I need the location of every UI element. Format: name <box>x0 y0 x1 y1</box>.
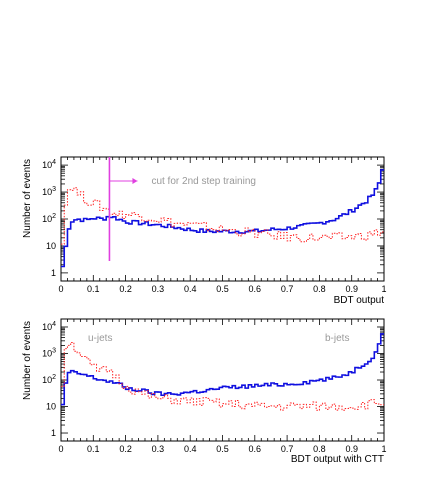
y-tick-label: 102 <box>42 374 56 385</box>
x-tick-label: 0.4 <box>184 284 197 294</box>
x-tick-label: 0.1 <box>87 444 100 454</box>
x-tick-label: 0.8 <box>313 284 326 294</box>
b-jets-label: b-jets <box>325 333 349 344</box>
x-tick-label: 1 <box>381 284 386 294</box>
blue-histogram <box>61 333 384 406</box>
x-tick-label: 0 <box>58 444 63 454</box>
x-tick-label: 0.7 <box>281 284 294 294</box>
y-tick-label: 104 <box>42 159 56 170</box>
cut-annotation: cut for 2nd step training <box>151 176 256 187</box>
x-tick-label: 0.9 <box>345 284 358 294</box>
y-axis-label: Number of events <box>22 321 33 400</box>
x-tick-label: 0.2 <box>119 444 132 454</box>
blue-histogram <box>61 169 384 268</box>
y-tick-label: 1 <box>51 268 56 278</box>
x-tick-label: 0.1 <box>87 284 100 294</box>
red-histogram <box>61 342 384 411</box>
chart-panel-1: 0 0.1 0.2 0.3 0.4 0.5 0.6 0.7 0.8 0.9 1 1 10 102 103 10… <box>22 156 387 306</box>
x-tick-label: 0.4 <box>184 444 197 454</box>
x-axis-label: BDT output <box>334 295 385 306</box>
x-tick-label: 0.6 <box>249 444 262 454</box>
chart-panel-2: 0 0.1 0.2 0.3 0.4 0.5 0.6 0.7 0.8 0.9 1 1 10 102 103 10… <box>22 318 387 465</box>
y-tick-label: 104 <box>42 321 56 332</box>
x-tick-label: 0.7 <box>281 444 294 454</box>
x-tick-label: 0.8 <box>313 444 326 454</box>
x-tick-label: 0.5 <box>216 444 229 454</box>
y-tick-label: 10 <box>46 402 56 412</box>
x-tick-label: 0.3 <box>152 284 165 294</box>
x-tick-label: 1 <box>381 444 386 454</box>
y-tick-label: 103 <box>42 186 56 197</box>
u-jets-label: u-jets <box>88 333 112 344</box>
y-tick-label: 10 <box>46 241 56 251</box>
x-axis-label: BDT output with CTT <box>291 454 384 465</box>
x-tick-label: 0.9 <box>345 444 358 454</box>
y-tick-label: 1 <box>51 428 56 438</box>
x-tick-label: 0 <box>58 284 63 294</box>
x-tick-label: 0.6 <box>249 284 262 294</box>
x-tick-label: 0.5 <box>216 284 229 294</box>
cut-arrow-head <box>132 178 138 184</box>
y-tick-label: 102 <box>42 213 56 224</box>
x-tick-label: 0.2 <box>119 284 132 294</box>
x-tick-label: 0.3 <box>152 444 165 454</box>
y-tick-label: 103 <box>42 347 56 358</box>
y-axis-label: Number of events <box>22 159 33 238</box>
